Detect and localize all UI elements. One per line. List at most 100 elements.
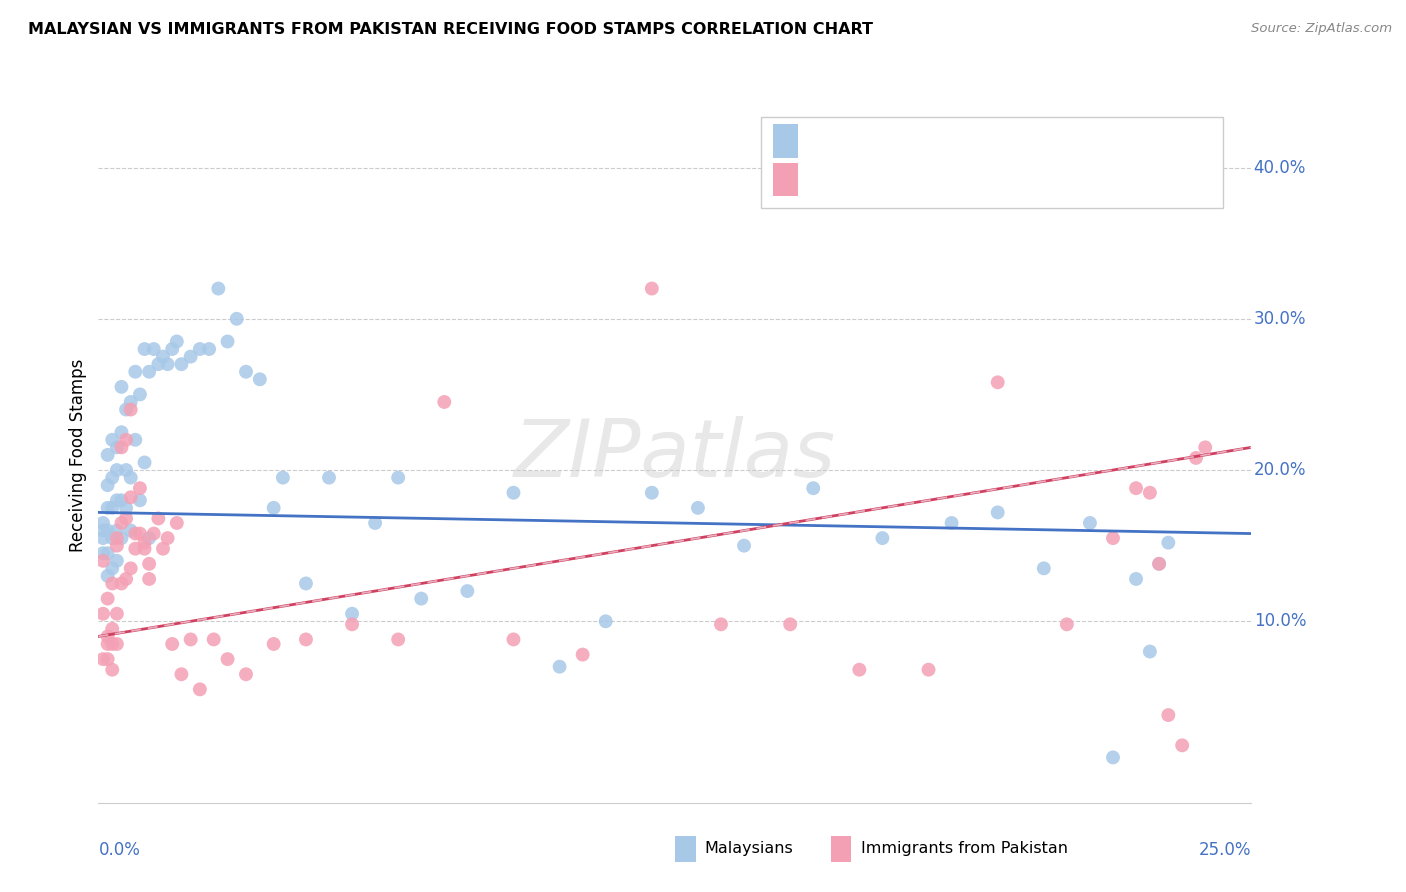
Point xyxy=(1171,739,1194,753)
Point xyxy=(97,652,120,666)
Text: N = 67: N = 67 xyxy=(966,170,1028,188)
Point xyxy=(235,667,257,681)
Point xyxy=(115,433,138,447)
Point xyxy=(202,632,225,647)
Point xyxy=(411,591,433,606)
Text: R =: R = xyxy=(810,170,849,188)
Point xyxy=(97,478,120,492)
Point xyxy=(548,659,571,673)
Point xyxy=(138,531,160,545)
Point xyxy=(188,342,211,356)
Point xyxy=(340,617,363,632)
Point xyxy=(1147,557,1170,571)
Text: Immigrants from Pakistan: Immigrants from Pakistan xyxy=(860,841,1067,856)
Point xyxy=(207,281,229,295)
Point xyxy=(120,490,142,504)
Point xyxy=(1125,481,1147,495)
Text: MALAYSIAN VS IMMIGRANTS FROM PAKISTAN RECEIVING FOOD STAMPS CORRELATION CHART: MALAYSIAN VS IMMIGRANTS FROM PAKISTAN RE… xyxy=(28,22,873,37)
Point xyxy=(91,607,114,621)
Point xyxy=(917,663,939,677)
Point xyxy=(110,531,132,545)
Point xyxy=(160,637,183,651)
Point xyxy=(91,516,114,530)
Point xyxy=(129,387,152,401)
Point xyxy=(710,617,733,632)
Point xyxy=(97,591,120,606)
Bar xyxy=(831,836,851,862)
Point xyxy=(101,576,124,591)
Point xyxy=(1102,750,1125,764)
Point xyxy=(387,470,409,484)
Point xyxy=(97,524,120,538)
Point xyxy=(124,541,146,556)
Point xyxy=(152,350,174,364)
Point xyxy=(142,526,165,541)
Point xyxy=(115,500,138,515)
Point xyxy=(101,622,124,636)
Point xyxy=(433,395,456,409)
Point xyxy=(1157,708,1180,723)
Point xyxy=(134,541,156,556)
Point xyxy=(129,493,152,508)
Point xyxy=(987,505,1010,519)
Point xyxy=(941,516,963,530)
Point xyxy=(97,637,120,651)
Text: 20.0%: 20.0% xyxy=(1254,461,1306,479)
Point xyxy=(156,357,179,371)
Point xyxy=(872,531,894,545)
Point xyxy=(110,441,132,455)
Point xyxy=(456,584,478,599)
Point xyxy=(105,539,128,553)
Point xyxy=(120,561,142,575)
Point xyxy=(1139,485,1161,500)
Point xyxy=(166,334,188,349)
Text: Source: ZipAtlas.com: Source: ZipAtlas.com xyxy=(1251,22,1392,36)
Point xyxy=(160,342,183,356)
Point xyxy=(115,572,138,586)
Point xyxy=(97,500,120,515)
Y-axis label: Receiving Food Stamps: Receiving Food Stamps xyxy=(69,359,87,551)
Point xyxy=(180,632,202,647)
Point xyxy=(101,663,124,677)
Text: 0.0%: 0.0% xyxy=(98,841,141,859)
Point xyxy=(124,365,146,379)
Point xyxy=(120,524,142,538)
Point xyxy=(180,350,202,364)
Point xyxy=(105,607,128,621)
Point xyxy=(263,637,285,651)
Point xyxy=(502,485,524,500)
Point xyxy=(148,357,170,371)
Point xyxy=(686,500,709,515)
Point xyxy=(115,463,138,477)
Bar xyxy=(773,162,799,196)
Point xyxy=(91,652,114,666)
Point xyxy=(217,334,239,349)
Point xyxy=(105,463,128,477)
Point xyxy=(124,433,146,447)
Point xyxy=(110,576,132,591)
Text: Malaysians: Malaysians xyxy=(704,841,793,856)
Point xyxy=(733,539,755,553)
Point xyxy=(595,615,617,629)
Text: 25.0%: 25.0% xyxy=(1199,841,1251,859)
Point xyxy=(152,541,174,556)
Point xyxy=(801,481,824,495)
Point xyxy=(120,395,142,409)
Point xyxy=(138,557,160,571)
Point xyxy=(105,441,128,455)
Point xyxy=(97,629,120,643)
Point xyxy=(1157,535,1180,549)
Point xyxy=(101,637,124,651)
Point xyxy=(166,516,188,530)
Point xyxy=(235,365,257,379)
Point xyxy=(571,648,593,662)
Point xyxy=(249,372,271,386)
Text: 40.0%: 40.0% xyxy=(1254,159,1306,177)
Point xyxy=(295,632,318,647)
Point xyxy=(170,357,193,371)
Point xyxy=(110,425,132,440)
Point xyxy=(271,470,294,484)
Point xyxy=(364,516,387,530)
Point xyxy=(97,569,120,583)
Point xyxy=(295,576,318,591)
